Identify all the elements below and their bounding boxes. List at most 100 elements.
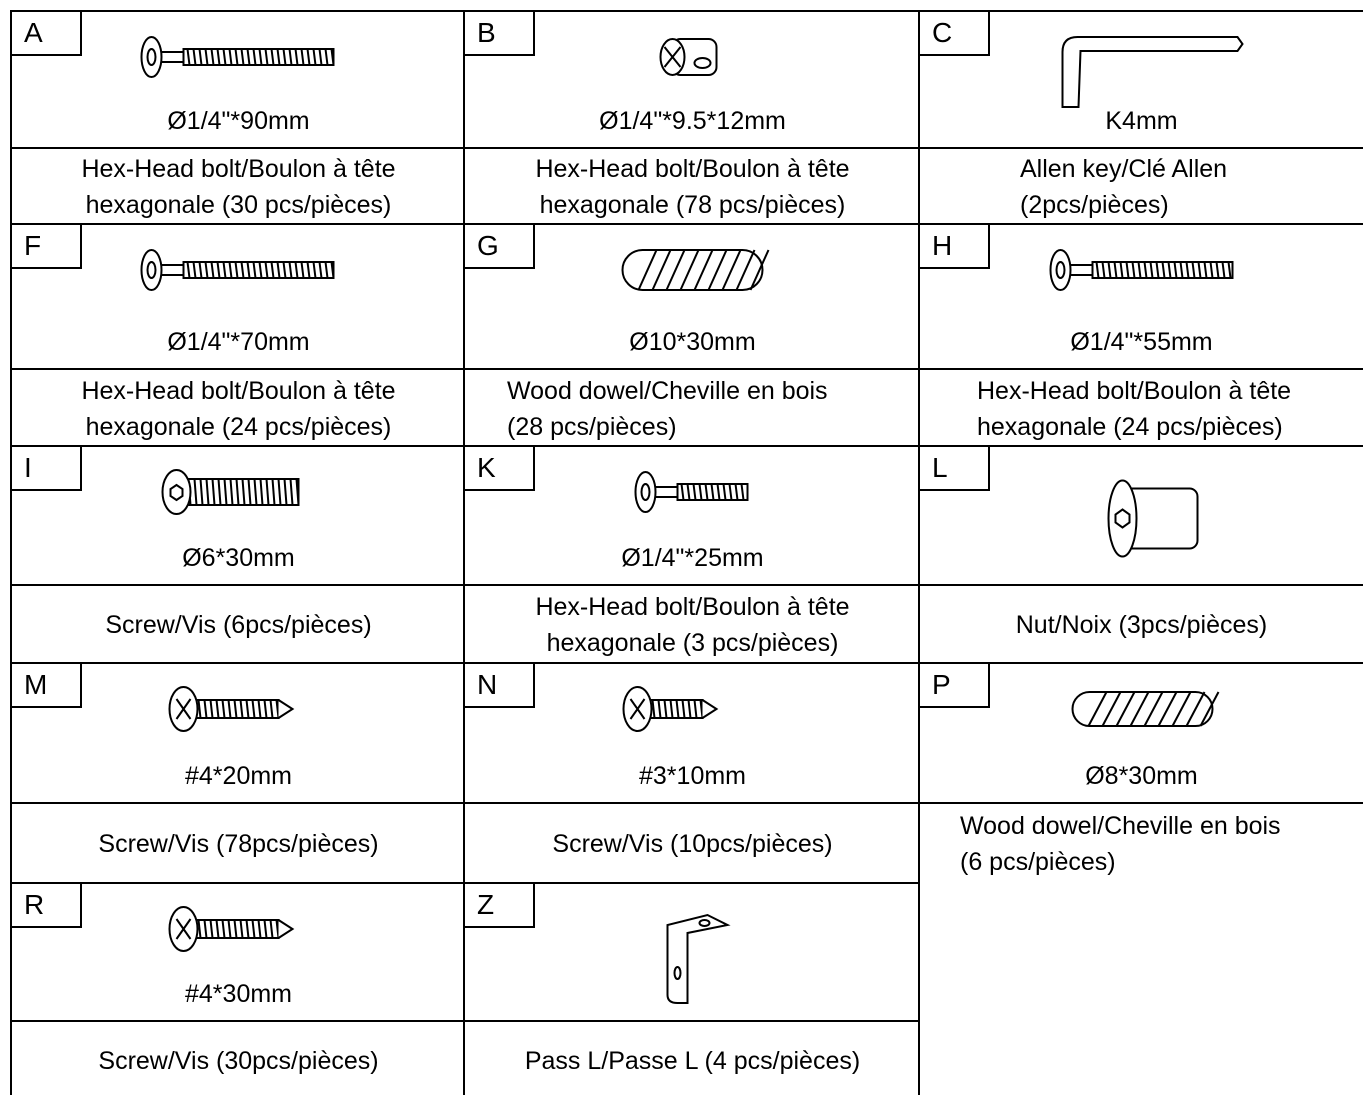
description-line: Nut/Noix (3pcs/pièces) (1015, 611, 1268, 639)
part-icon (161, 469, 300, 515)
part-size: Ø1/4"*9.5*12mm (599, 107, 786, 135)
divider (12, 147, 465, 149)
part-description: Nut/Noix (3pcs/pièces) (920, 586, 1363, 664)
part-description: Hex-Head bolt/Boulon à tête hexagonale (7… (465, 149, 920, 225)
part-cell: C K4mm Allen key/Clé Allen (2pcs/pièces) (918, 10, 1363, 225)
description-line: (2pcs/pièces) (1020, 191, 1169, 219)
divider (465, 1020, 920, 1022)
part-size: Ø6*30mm (182, 544, 295, 572)
description-line: Wood dowel/Cheville en bois (507, 376, 828, 405)
part-letter: F (12, 225, 82, 269)
part-letter: R (12, 884, 82, 928)
part-letter: K (465, 447, 535, 491)
part-cell: R #4*30mm Screw/Vis (30pcs/pièces) (10, 882, 465, 1095)
part-description: Hex-Head bolt/Boulon à tête hexagonale (2… (920, 370, 1363, 447)
description-line: Hex-Head bolt/Boulon à tête (81, 155, 396, 183)
part-size: Ø8*30mm (1085, 762, 1198, 790)
part-icon (622, 686, 719, 732)
part-description: Wood dowel/Cheville en bois (28 pcs/pièce… (465, 370, 920, 447)
part-icon (1061, 36, 1244, 108)
part-description: Hex-Head bolt/Boulon à tête hexagonale (2… (12, 370, 465, 447)
part-cell: B Ø1/4"*9.5*12mm Hex-Head bolt/Boulon à tê… (463, 10, 920, 225)
part-size: Ø1/4"*55mm (1070, 328, 1213, 356)
part-icon (621, 249, 770, 291)
divider (465, 584, 920, 586)
part-size: Ø1/4"*70mm (167, 328, 310, 356)
divider (465, 147, 920, 149)
description-line: Screw/Vis (10pcs/pièces) (552, 830, 833, 858)
part-letter: H (920, 225, 990, 269)
part-description: Allen key/Clé Allen (2pcs/pièces) (920, 149, 1363, 225)
part-icon (1049, 249, 1234, 291)
description-line: Screw/Vis (78pcs/pièces) (98, 830, 379, 858)
divider (920, 368, 1363, 370)
description-line: Hex-Head bolt/Boulon à tête (977, 376, 1292, 405)
description-line: Hex-Head bolt/Boulon à tête (81, 376, 396, 405)
part-icon (168, 686, 295, 732)
divider (12, 584, 465, 586)
description-line: Wood dowel/Cheville en bois (960, 812, 1281, 840)
description-line: Screw/Vis (6pcs/pièces) (105, 611, 372, 639)
description-line: hexagonale (30 pcs/pièces) (85, 191, 392, 219)
part-size: #4*20mm (185, 762, 292, 790)
part-description: Screw/Vis (30pcs/pièces) (12, 1022, 465, 1095)
description-line: hexagonale (24 pcs/pièces) (977, 412, 1283, 441)
part-cell: Z Pass L/Passe L (4 pcs/pièces) (463, 882, 920, 1095)
border-line (918, 882, 920, 1095)
part-description: Pass L/Passe L (4 pcs/pièces) (465, 1022, 920, 1095)
part-letter: B (465, 12, 535, 56)
part-description: Screw/Vis (10pcs/pièces) (465, 804, 920, 884)
part-icon (140, 36, 335, 78)
part-description: Hex-Head bolt/Boulon à tête hexagonale (3… (12, 149, 465, 225)
part-letter: N (465, 664, 535, 708)
part-letter: C (920, 12, 990, 56)
part-icon (659, 38, 718, 76)
part-letter: P (920, 664, 990, 708)
divider (12, 368, 465, 370)
description-line: hexagonale (78 pcs/pièces) (539, 191, 846, 219)
part-description: Wood dowel/Cheville en bois (6 pcs/pièces… (920, 804, 1363, 884)
part-letter: L (920, 447, 990, 491)
part-letter: G (465, 225, 535, 269)
part-cell: I Ø6*30mm Screw/Vis (6pcs/pièces) (10, 445, 465, 664)
description-line: hexagonale (24 pcs/pièces) (85, 412, 392, 441)
part-letter: A (12, 12, 82, 56)
part-description: Hex-Head bolt/Boulon à tête hexagonale (3… (465, 586, 920, 664)
part-cell: F Ø1/4"*70mm Hex-Head bolt/Boulon à tête he… (10, 223, 465, 447)
part-icon (168, 906, 295, 952)
part-size: K4mm (1105, 107, 1178, 135)
part-icon (1071, 691, 1220, 727)
description-line: hexagonale (3 pcs/pièces) (546, 629, 839, 657)
part-size: Ø1/4"*90mm (167, 107, 310, 135)
part-icon (140, 249, 335, 291)
part-size: Ø1/4"*25mm (621, 544, 764, 572)
divider (920, 147, 1363, 149)
divider (465, 368, 920, 370)
part-cell: P Ø8*30mm Wood dowel/Cheville en bois (6 pc… (918, 662, 1363, 884)
divider (465, 802, 920, 804)
divider (12, 1020, 465, 1022)
divider (920, 584, 1363, 586)
description-line: Pass L/Passe L (4 pcs/pièces) (524, 1046, 861, 1075)
part-cell: N #3*10mm Screw/Vis (10pcs/pièces) (463, 662, 920, 884)
part-cell: K Ø1/4"*25mm Hex-Head bolt/Boulon à tête he… (463, 445, 920, 664)
part-letter: Z (465, 884, 535, 928)
part-letter: M (12, 664, 82, 708)
part-icon (1107, 479, 1199, 558)
part-cell: M #4*20mm Screw/Vis (78pcs/pièces) (10, 662, 465, 884)
description-line: (6 pcs/pièces) (960, 848, 1116, 876)
part-icon (634, 471, 749, 513)
part-letter: I (12, 447, 82, 491)
part-cell: A Ø1/4"*90mm Hex-Head bolt/Boulon à tête he… (10, 10, 465, 225)
description-line: (28 pcs/pièces) (507, 412, 677, 441)
description-line: Hex-Head bolt/Boulon à tête (535, 155, 850, 183)
part-cell: G Ø10*30mm Wood dowel/Cheville en bois (28 … (463, 223, 920, 447)
part-cell: L Nut/Noix (3pcs/pièces) (918, 445, 1363, 664)
part-size: #3*10mm (639, 762, 746, 790)
part-description: Screw/Vis (78pcs/pièces) (12, 804, 465, 884)
part-icon (666, 913, 731, 1004)
description-line: Allen key/Clé Allen (1020, 155, 1228, 183)
divider (12, 802, 465, 804)
divider (920, 802, 1363, 804)
